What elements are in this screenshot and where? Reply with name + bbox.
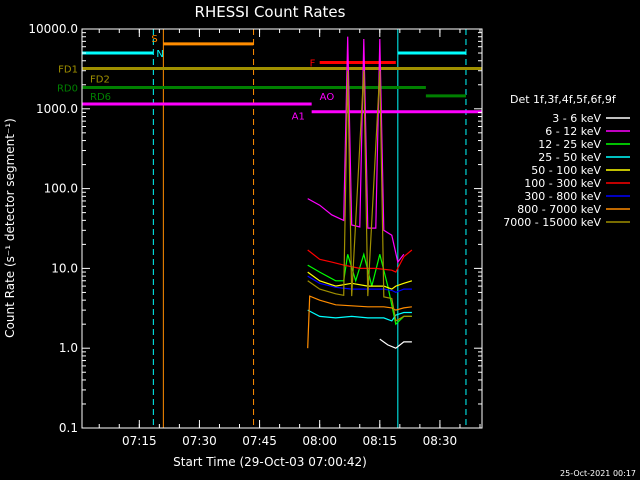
state-flag-bars: SN F FD1 FD2 RD0 RD6 AO A1 [57,34,482,123]
series-line [307,295,412,349]
x-tick-label: 08:15 [362,434,397,448]
plot-frame [81,28,483,429]
series-line [307,36,405,264]
legend-title: Det 1f,3f,4f,5f,6f,9f [510,93,617,106]
flag-label: RD0 [57,83,78,94]
series-line [307,70,412,322]
x-tick-label: 07:15 [122,434,157,448]
flag-label: F [310,59,316,70]
legend-entry-label: 12 - 25 keV [538,138,601,151]
chart-title: RHESSI Count Rates [195,3,346,21]
flag-label: RD6 [90,92,111,103]
y-axis-label: Count Rate (s⁻¹ detector segment⁻¹) [3,118,17,338]
x-tick-label: 08:00 [302,434,337,448]
series-line [307,275,412,294]
legend-entry-label: 6 - 12 keV [545,125,601,138]
legend-entry-label: 100 - 300 keV [524,177,601,190]
y-axis: 0.1 1.0 10.0 100.0 1000.0 10000.0 [28,22,482,435]
y-tick-label: 10000.0 [28,22,78,36]
flag-label: N [156,49,163,60]
legend-entry-label: 800 - 7000 keV [517,203,601,216]
series-layer [307,36,413,349]
x-tick-label: 07:30 [182,434,217,448]
y-tick-label: 100.0 [44,182,78,196]
legend-entry-label: 25 - 50 keV [538,151,601,164]
flag-label: FD1 [58,64,78,75]
flag-label: A1 [292,112,305,123]
x-tick-label: 08:30 [423,434,458,448]
legend-entry-label: 7000 - 15000 keV [503,216,601,229]
legend-entry-label: 300 - 800 keV [524,190,601,203]
legend-entry-label: 50 - 100 keV [531,164,601,177]
y-tick-label: 10.0 [51,261,78,275]
y-tick-label: 0.1 [59,421,78,435]
x-axis: 07:15 07:30 07:45 08:00 08:15 08:30 [98,29,481,448]
flag-label: FD2 [90,74,110,85]
flag-label: S [151,34,157,45]
series-line [307,309,412,322]
generation-timestamp: 25-Oct-2021 00:17 [560,469,636,478]
series-line [307,271,413,290]
x-tick-label: 07:45 [242,434,277,448]
series-line [379,338,412,349]
series-line [307,252,412,326]
y-tick-label: 1.0 [59,341,78,355]
y-tick-label: 1000.0 [36,102,78,116]
flag-label: AO [320,92,335,103]
x-axis-label: Start Time (29-Oct-03 07:00:42) [173,455,367,469]
legend-entry-label: 3 - 6 keV [552,112,601,125]
